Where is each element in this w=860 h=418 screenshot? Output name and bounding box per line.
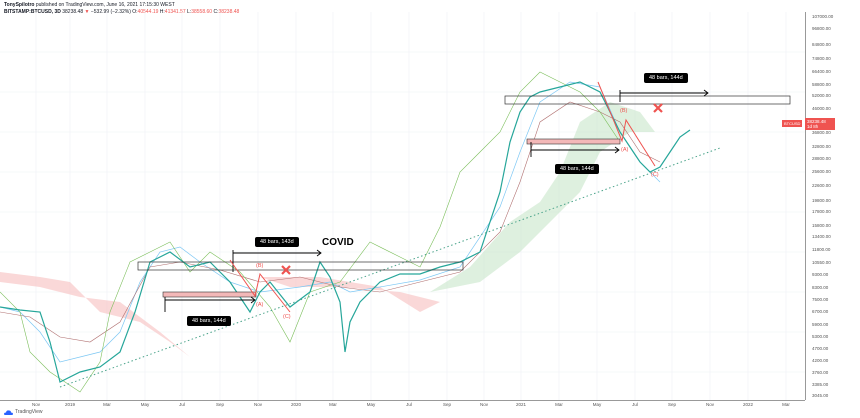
- publish-info: published on TradingView.com, June 16, 2…: [35, 2, 175, 8]
- wave-b-2021: (B): [620, 108, 628, 114]
- tenkan-line: [0, 81, 661, 363]
- wave-b-2019: (B): [256, 263, 264, 269]
- range-box-2019[interactable]: [137, 261, 464, 271]
- bars-label-2021-bottom[interactable]: 48 bars, 144d: [555, 164, 599, 174]
- tradingview-logo[interactable]: TradingView: [4, 409, 43, 415]
- ichimoku-cloud-bear: [0, 272, 190, 357]
- brand-name: TradingView: [15, 409, 43, 415]
- covid-annotation[interactable]: COVID: [322, 237, 354, 248]
- wave-a-2021: (A): [621, 147, 629, 153]
- kijun-line: [0, 101, 661, 343]
- bars-label-2021-top[interactable]: 48 bars, 144d: [644, 73, 688, 83]
- chart-header: TonySpilotro published on TradingView.co…: [4, 2, 240, 15]
- price-axis[interactable]: 107000.00 96800.00 84800.00 74800.00 66400.0…: [805, 12, 860, 400]
- trendline: [59, 147, 721, 388]
- ichimoku-cloud-bull: [430, 102, 655, 292]
- wave-c-2019: (C): [283, 314, 291, 320]
- symbol-label: BITSTAMP:BTCUSD, 3D: [4, 9, 61, 15]
- cloud-icon: [4, 409, 13, 415]
- accumulation-box-2019: [162, 291, 257, 298]
- abc-wave-2021: [597, 81, 656, 167]
- time-axis[interactable]: Nov 2019 Mar May Jul Sep Nov 2020 Mar May Jul Sep No…: [0, 400, 805, 411]
- down-arrow-icon: ▼: [84, 9, 90, 15]
- close-value: 38238.48: [218, 9, 240, 15]
- wave-a-2019: (A): [256, 302, 264, 308]
- range-box-2021[interactable]: [504, 95, 791, 105]
- range-arrows: [164, 89, 709, 312]
- high-value: 41341.57: [164, 9, 186, 15]
- accumulation-box-2021: [526, 138, 621, 145]
- symbol-price-tag: BTCUSD: [782, 120, 803, 127]
- bars-label-2019-top[interactable]: 48 bars, 143d: [255, 237, 299, 247]
- abc-wave-2019: [229, 259, 291, 313]
- ichimoku-cloud-bear-2: [260, 277, 440, 312]
- bars-label-2019-bottom[interactable]: 48 bars, 144d: [187, 316, 231, 326]
- grid: [0, 12, 805, 400]
- chikou-line: [0, 71, 621, 393]
- x-mark-icon: [281, 103, 663, 275]
- wave-c-2021: (C): [651, 172, 659, 178]
- price-chart[interactable]: [0, 12, 805, 400]
- last-price: 38238.48: [62, 9, 84, 15]
- change: −532.99 (−2.32%): [90, 9, 131, 15]
- open-value: 40544.19: [137, 9, 159, 15]
- author[interactable]: TonySpilotro: [4, 2, 35, 8]
- low-value: 38558.60: [191, 9, 213, 15]
- last-price-tag: 38238.48 1d 8h: [805, 118, 835, 130]
